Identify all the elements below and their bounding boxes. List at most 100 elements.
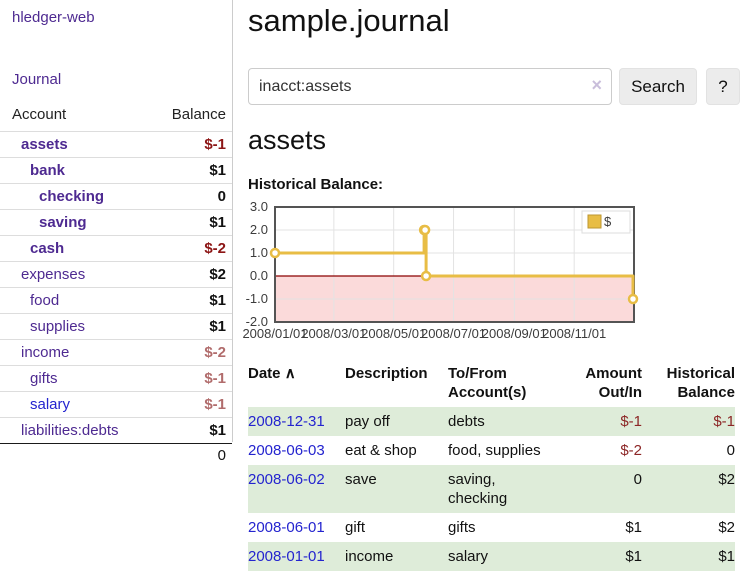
column-header-accounts: To/From Account(s) — [448, 365, 527, 401]
account-balance: $-2 — [153, 339, 232, 366]
historical-balance-chart: 3.0 2.0 1.0 0.0 -1.0 -2.0 2008/01/01 2008/03/01… — [240, 199, 640, 347]
transaction-row: 2008-12-31 pay off debts $-1 $-1 — [248, 407, 735, 436]
account-link-assets[interactable]: assets — [21, 136, 68, 153]
transaction-row: 2008-06-01 gift gifts $1 $2 — [248, 513, 735, 542]
svg-text:$: $ — [604, 214, 612, 229]
transactions-header-row: Date ∧ Description To/From Account(s) Amo… — [248, 364, 735, 407]
account-row: income $-2 — [0, 339, 232, 366]
transaction-description: pay off — [345, 413, 390, 430]
clear-search-icon[interactable]: × — [591, 75, 602, 95]
transaction-description: gift — [345, 519, 366, 536]
svg-text:2008/07/01: 2008/07/01 — [421, 326, 486, 341]
svg-text:2008/01/01: 2008/01/01 — [242, 326, 307, 341]
account-balance: $1 — [153, 209, 232, 236]
transaction-accounts: salary — [448, 548, 489, 565]
date-header-label: Date — [248, 365, 281, 382]
transaction-date-link[interactable]: 2008-06-01 — [248, 519, 325, 536]
account-row: assets $-1 — [0, 131, 232, 158]
account-link-bank[interactable]: bank — [30, 162, 66, 179]
accounts-header-balance: Balance — [171, 106, 226, 123]
sort-ascending-icon: ∧ — [284, 365, 296, 382]
transaction-row: 2008-06-02 save saving, checking 0 $2 — [248, 465, 735, 513]
transaction-date-link[interactable]: 2008-01-01 — [248, 548, 325, 565]
svg-text:2008/11/01: 2008/11/01 — [542, 326, 606, 341]
column-header-balance: Historical Balance — [666, 365, 735, 401]
accounts-header-row: Account Balance — [0, 102, 232, 132]
transaction-date-link[interactable]: 2008-12-31 — [248, 413, 325, 430]
account-row: salary $-1 — [0, 391, 232, 418]
transaction-balance: $2 — [718, 471, 735, 488]
svg-text:-2.0: -2.0 — [246, 314, 268, 329]
account-row: saving $1 — [0, 209, 232, 236]
brand-link[interactable]: hledger-web — [12, 9, 95, 26]
sidebar-item-journal[interactable]: Journal — [12, 71, 62, 88]
account-link-saving[interactable]: saving — [39, 214, 87, 231]
account-balance: $-1 — [153, 131, 232, 158]
chart-canvas: 3.0 2.0 1.0 0.0 -1.0 -2.02008/01/012008/03/01… — [242, 199, 639, 341]
account-balance: 0 — [153, 183, 232, 210]
account-link-salary[interactable]: salary — [30, 396, 71, 413]
account-balance: $-1 — [153, 391, 232, 418]
svg-text:1.0: 1.0 — [250, 245, 268, 260]
account-link-checking[interactable]: checking — [39, 188, 105, 205]
transaction-amount: $1 — [625, 548, 642, 565]
account-link-expenses[interactable]: expenses — [21, 266, 86, 283]
account-balance: $1 — [153, 417, 232, 444]
transaction-balance: 0 — [726, 442, 735, 459]
account-balance: $-1 — [153, 365, 232, 392]
account-balance: $-2 — [153, 235, 232, 262]
transaction-row: 2008-01-01 income salary $1 $1 — [248, 542, 735, 571]
svg-text:2.0: 2.0 — [250, 222, 268, 237]
transaction-accounts: food, supplies — [448, 442, 541, 459]
account-row: bank $1 — [0, 157, 232, 184]
account-link-gifts[interactable]: gifts — [30, 370, 58, 387]
accounts-header-account: Account — [12, 106, 67, 123]
svg-text:2008/05/01: 2008/05/01 — [361, 326, 426, 341]
transaction-balance: $-1 — [713, 413, 735, 430]
transaction-balance: $1 — [718, 548, 735, 565]
account-balance: $1 — [153, 157, 232, 184]
transaction-balance: $2 — [718, 519, 735, 536]
help-button[interactable]: ? — [706, 68, 740, 105]
account-balance: $2 — [153, 261, 232, 288]
accounts-total-row: 0 — [0, 443, 232, 467]
account-balance: $1 — [153, 287, 232, 314]
search-input[interactable] — [248, 68, 612, 105]
svg-text:2008/03/01: 2008/03/01 — [301, 326, 366, 341]
transaction-date-link[interactable]: 2008-06-02 — [248, 471, 325, 488]
svg-text:0.0: 0.0 — [250, 268, 268, 283]
account-row: supplies $1 — [0, 313, 232, 340]
account-row: food $1 — [0, 287, 232, 314]
sidebar-divider — [232, 0, 233, 442]
account-link-income[interactable]: income — [21, 344, 70, 361]
account-link-food[interactable]: food — [30, 292, 60, 309]
accounts-total-value: 0 — [153, 443, 232, 467]
transaction-date-link[interactable]: 2008-06-03 — [248, 442, 325, 459]
transaction-accounts: debts — [448, 413, 485, 430]
account-balance: $1 — [153, 313, 232, 340]
column-header-amount: Amount Out/In — [585, 365, 642, 401]
search-form: × — [248, 68, 612, 105]
account-row: gifts $-1 — [0, 365, 232, 392]
page-title: sample.journal — [248, 3, 450, 38]
transaction-accounts: gifts — [448, 519, 476, 536]
account-link-liabilities-debts[interactable]: liabilities:debts — [21, 422, 119, 439]
svg-text:-1.0: -1.0 — [246, 291, 268, 306]
account-row: liabilities:debts $1 — [0, 417, 232, 444]
account-link-supplies[interactable]: supplies — [30, 318, 86, 335]
column-header-date[interactable]: Date ∧ — [248, 364, 345, 407]
account-heading: assets — [248, 125, 327, 155]
transaction-amount: $-2 — [620, 442, 642, 459]
transactions-table: Date ∧ Description To/From Account(s) Amo… — [248, 364, 735, 571]
transaction-description: income — [345, 548, 394, 565]
search-button[interactable]: Search — [619, 68, 697, 105]
transaction-accounts: saving, checking — [448, 471, 508, 507]
account-link-cash[interactable]: cash — [30, 240, 65, 257]
account-row: cash $-2 — [0, 235, 232, 262]
column-header-description: Description — [345, 365, 428, 382]
transaction-description: save — [345, 471, 377, 488]
account-row: checking 0 — [0, 183, 232, 210]
chart-title: Historical Balance: — [248, 176, 384, 193]
svg-text:3.0: 3.0 — [250, 199, 268, 214]
transaction-amount: $-1 — [620, 413, 642, 430]
